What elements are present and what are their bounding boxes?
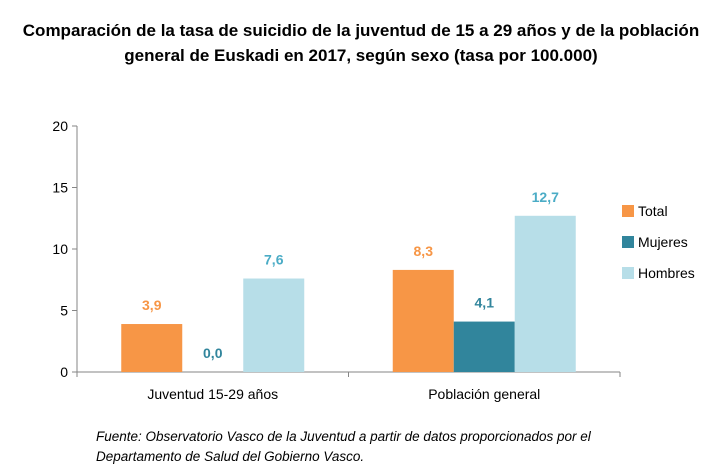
- data-label: 3,9: [142, 297, 162, 313]
- legend-swatch-hombres: [622, 267, 634, 279]
- y-tick-label: 0: [60, 364, 68, 380]
- legend-swatch-mujeres: [622, 236, 634, 248]
- bar-hombres: [243, 278, 305, 372]
- legend-label: Mujeres: [638, 234, 688, 250]
- y-tick-label: 10: [52, 241, 68, 257]
- y-tick-label: 5: [60, 303, 68, 319]
- x-tick-label: Población general: [428, 386, 540, 402]
- legend-label: Total: [638, 203, 668, 219]
- data-label: 7,6: [264, 252, 284, 268]
- bar-total: [121, 324, 183, 372]
- y-tick-label: 20: [52, 118, 68, 134]
- y-tick-label: 15: [52, 180, 68, 196]
- data-label: 12,7: [532, 189, 559, 205]
- legend-swatch-total: [622, 205, 634, 217]
- data-label: 8,3: [414, 243, 434, 259]
- source-note: Fuente: Observatorio Vasco de la Juventu…: [96, 429, 591, 464]
- bar-total: [392, 269, 454, 372]
- bar-hombres: [514, 215, 576, 372]
- data-label: 0,0: [203, 345, 223, 361]
- chart-title: Comparación de la tasa de suicidio de la…: [22, 21, 700, 65]
- legend-label: Hombres: [638, 265, 695, 281]
- data-label: 4,1: [475, 295, 495, 311]
- x-tick-label: Juventud 15-29 años: [147, 386, 278, 402]
- bar-mujeres: [453, 321, 515, 372]
